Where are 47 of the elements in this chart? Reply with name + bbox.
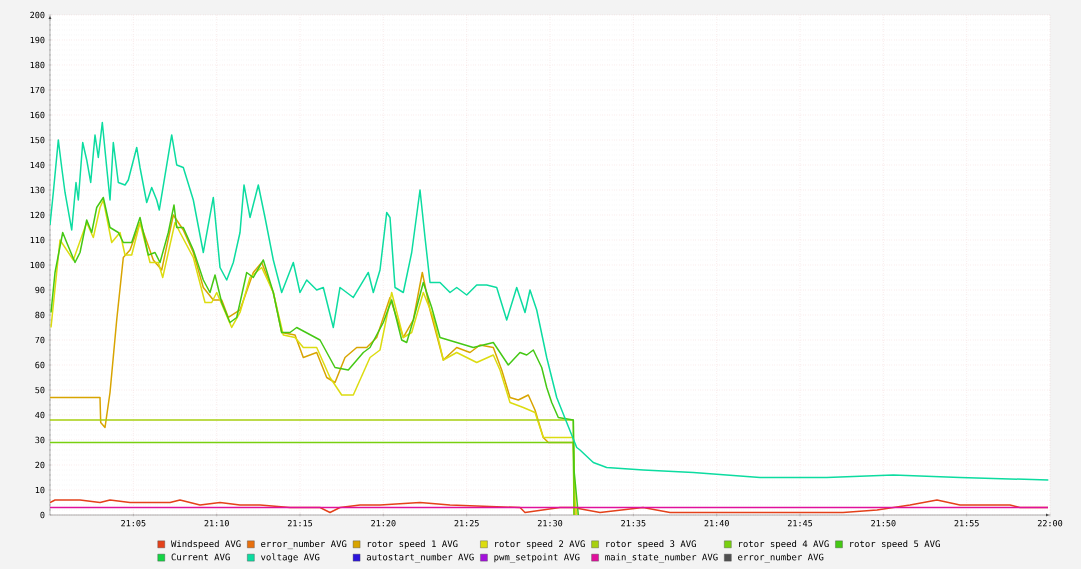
legend-label: error_number AVG	[261, 540, 347, 550]
legend-label: rotor speed 2 AVG	[495, 540, 585, 549]
y-tick-label: 140	[30, 161, 45, 169]
y-tick-label: 50	[35, 386, 45, 394]
legend-label: main_state_number AVG	[605, 553, 718, 563]
legend-label: rotor speed 5 AVG	[850, 540, 940, 549]
x-tick-label: 21:30	[537, 520, 563, 527]
y-tick-label: 20	[35, 461, 45, 469]
y-tick-label: 170	[30, 86, 45, 94]
y-tick-label: 30	[35, 436, 45, 444]
y-tick-label: 200	[30, 11, 45, 19]
line-series	[50, 121, 1050, 481]
legend-label: rotor speed 1 AVG	[367, 540, 458, 549]
y-tick-label: 180	[30, 61, 45, 69]
y-tick-label: 100	[30, 261, 45, 269]
x-tick-label: 21:35	[621, 520, 646, 527]
y-tick-label: 80	[35, 311, 45, 319]
y-tick-label: 0	[40, 511, 45, 519]
x-tick-label: 21:45	[787, 520, 813, 527]
y-tick-label: 190	[30, 36, 45, 44]
y-tick-label: 10	[35, 486, 45, 494]
x-tick-label: 21:55	[954, 520, 979, 527]
legend-label: rotor speed 4 AVG	[739, 540, 829, 549]
legend-label: voltage AVG	[260, 553, 320, 563]
x-tick-label: 21:10	[204, 520, 229, 527]
y-tick-label: 40	[35, 411, 45, 419]
legend-label: error_number AVG	[738, 553, 824, 563]
x-tick-label: 21:15	[287, 520, 313, 527]
x-tick-label: 21:40	[704, 520, 729, 527]
x-tick-label: 21:25	[454, 520, 479, 527]
y-tick-label: 70	[35, 336, 45, 344]
y-tick-label: 60	[35, 361, 45, 369]
y-tick-label: 110	[30, 236, 45, 244]
legend-label: rotor speed 3 AVG	[606, 540, 696, 549]
y-tick-label: 120	[30, 211, 45, 219]
y-tick-label: 130	[30, 186, 45, 194]
legend-label: Current AVG	[171, 553, 230, 561]
y-tick-label: 160	[30, 111, 45, 119]
y-tick-label: 90	[35, 286, 45, 294]
x-tick-label: 21:05	[121, 520, 146, 527]
y-tick-label: 150	[30, 136, 45, 144]
legend-label: autostart_number AVG	[366, 553, 474, 563]
x-tick-label: 21:50	[871, 520, 896, 527]
legend-label: Windspeed AVG	[170, 540, 241, 549]
x-tick-label: 22:00	[1037, 520, 1063, 527]
x-tick-label: 21:20	[371, 520, 396, 527]
legend-label: pwm_setpoint AVG	[494, 553, 580, 563]
